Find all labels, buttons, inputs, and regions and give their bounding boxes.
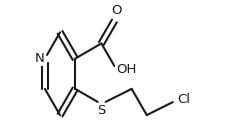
Text: OH: OH [116, 63, 136, 76]
Text: O: O [111, 4, 121, 17]
Text: Cl: Cl [176, 93, 189, 106]
Text: N: N [35, 52, 45, 65]
Text: S: S [97, 104, 105, 117]
